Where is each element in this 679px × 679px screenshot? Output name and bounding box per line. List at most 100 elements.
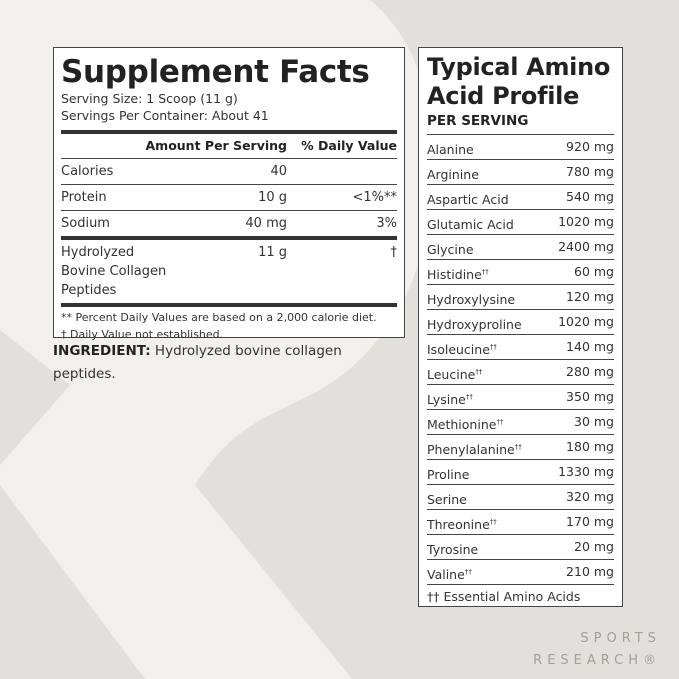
table-header: Amount Per Serving % Daily Value	[61, 134, 398, 158]
amino-row: Hydroxyproline 1020 mg	[427, 309, 614, 334]
amino-row: Isoleucine†† 140 mg	[427, 334, 614, 359]
divider	[61, 184, 397, 185]
nutrient-amount: 40 mg	[245, 216, 287, 231]
divider	[61, 210, 397, 211]
nutrient-daily-value	[287, 159, 397, 184]
nutrient-row: Protein 10 g <1%**	[61, 185, 397, 210]
nutrient-name: Hydrolyzed Bovine Collagen Peptides	[61, 245, 167, 298]
amino-footnote: †† Essential Amino Acids	[427, 584, 614, 609]
supplement-facts-title: Supplement Facts	[61, 54, 370, 90]
amino-amount: 320 mg	[566, 489, 614, 504]
amino-title-line1: Typical Amino	[427, 53, 611, 81]
amino-amount: 1020 mg	[558, 214, 614, 229]
amino-name: Phenylalanine	[427, 442, 515, 458]
logo-line2: RESEARCH®	[533, 653, 661, 668]
amino-amount: 60 mg	[574, 264, 614, 279]
divider	[61, 236, 397, 240]
essential-mark: ††	[465, 393, 473, 401]
supplement-facts-panel: Supplement Facts Serving Size: 1 Scoop (…	[53, 47, 405, 341]
amino-row: Glutamic Acid 1020 mg	[427, 209, 614, 234]
sports-research-logo: SPORTS RESEARCH®	[533, 628, 661, 672]
nutrient-row: Hydrolyzed Bovine Collagen Peptides 11 g †	[61, 240, 397, 303]
amino-row: Phenylalanine†† 180 mg	[427, 434, 614, 459]
nutrient-name: Calories	[61, 164, 114, 179]
essential-mark: ††	[489, 518, 497, 526]
amino-name: Isoleucine	[427, 342, 490, 358]
amino-row: Arginine 780 mg	[427, 159, 614, 184]
ingredient-text: Hydrolyzed bovine collagen peptides.	[53, 343, 342, 382]
amino-name: Leucine	[427, 367, 476, 383]
amino-amount: 210 mg	[566, 564, 614, 579]
amino-row: Leucine†† 280 mg	[427, 359, 614, 384]
servings-per-container: Servings Per Container: About 41	[61, 108, 269, 123]
amino-amount: 780 mg	[566, 164, 614, 179]
amino-row: Aspartic Acid 540 mg	[427, 184, 614, 209]
footnote-text: †† Essential Amino Acids	[427, 589, 581, 604]
amino-amount: 170 mg	[566, 514, 614, 529]
amino-name: Threonine	[427, 517, 490, 533]
amino-name: Aspartic Acid	[427, 192, 509, 208]
amino-name: Arginine	[427, 167, 479, 183]
amino-row: Lysine†† 350 mg	[427, 384, 614, 409]
divider	[61, 303, 397, 307]
amino-amount: 120 mg	[566, 289, 614, 304]
amino-row: Histidine†† 60 mg	[427, 259, 614, 284]
amino-name: Histidine	[427, 267, 482, 283]
nutrient-row: Calories 40	[61, 159, 397, 184]
amino-name: Serine	[427, 492, 467, 508]
amino-row: Glycine 2400 mg	[427, 234, 614, 259]
nutrient-daily-value: †	[390, 245, 398, 260]
daily-value-header: % Daily Value	[301, 138, 397, 153]
amino-name: Glutamic Acid	[427, 217, 514, 233]
amino-name: Hydroxyproline	[427, 317, 522, 333]
amino-amount: 30 mg	[574, 414, 614, 429]
ingredient-statement: INGREDIENT: Hydrolyzed bovine collagen p…	[53, 340, 373, 386]
amount-header: Amount Per Serving	[145, 138, 288, 153]
amino-row: Threonine†† 170 mg	[427, 509, 614, 534]
essential-mark: ††	[496, 418, 504, 426]
essential-mark: ††	[489, 343, 497, 351]
nutrient-name: Protein	[61, 190, 107, 205]
footnote: ** Percent Daily Values are based on a 2…	[61, 311, 377, 324]
nutrient-row: Sodium 40 mg 3%	[61, 211, 397, 236]
amino-amount: 2400 mg	[558, 239, 614, 254]
logo-line1: SPORTS	[580, 631, 661, 646]
amino-name: Tyrosine	[427, 542, 479, 558]
amino-amount: 20 mg	[574, 539, 614, 554]
nutrient-amount: 40	[270, 164, 287, 179]
amino-amount: 140 mg	[566, 339, 614, 354]
nutrient-daily-value: <1%**	[352, 190, 397, 205]
amino-name: Hydroxylysine	[427, 292, 516, 308]
amino-name: Alanine	[427, 142, 474, 158]
per-serving-label: PER SERVING	[427, 113, 529, 129]
amino-row: Hydroxylysine 120 mg	[427, 284, 614, 309]
amino-row: Proline 1330 mg	[427, 459, 614, 484]
ingredient-label: INGREDIENT:	[53, 343, 151, 359]
amino-name: Valine	[427, 567, 465, 583]
amino-name: Methionine	[427, 417, 497, 433]
amino-title-line2: Acid Profile	[427, 82, 580, 110]
essential-mark: ††	[475, 368, 483, 376]
amino-row: Valine†† 210 mg	[427, 559, 614, 584]
amino-amount: 1330 mg	[558, 464, 614, 479]
footnote: † Daily Value not established.	[61, 328, 224, 341]
divider	[61, 130, 397, 134]
amino-acid-profile-panel: Typical Amino Acid Profile PER SERVING Al…	[418, 47, 623, 607]
amino-name: Glycine	[427, 242, 474, 258]
amino-row: Serine 320 mg	[427, 484, 614, 509]
essential-mark: ††	[514, 443, 522, 451]
amino-name: Proline	[427, 467, 470, 483]
amino-amount: 180 mg	[566, 439, 614, 454]
amino-amount: 280 mg	[566, 364, 614, 379]
amino-title: Typical Amino Acid Profile	[427, 53, 614, 111]
amino-amount: 1020 mg	[558, 314, 614, 329]
serving-size: Serving Size: 1 Scoop (11 g)	[61, 91, 238, 106]
amino-amount: 350 mg	[566, 389, 614, 404]
nutrient-name: Sodium	[61, 216, 110, 231]
essential-mark: ††	[464, 568, 472, 576]
nutrient-amount: 10 g	[258, 190, 287, 205]
divider	[61, 158, 397, 159]
nutrient-daily-value: 3%	[376, 216, 397, 231]
amino-row: Methionine†† 30 mg	[427, 409, 614, 434]
nutrient-amount: 11 g	[258, 245, 287, 260]
